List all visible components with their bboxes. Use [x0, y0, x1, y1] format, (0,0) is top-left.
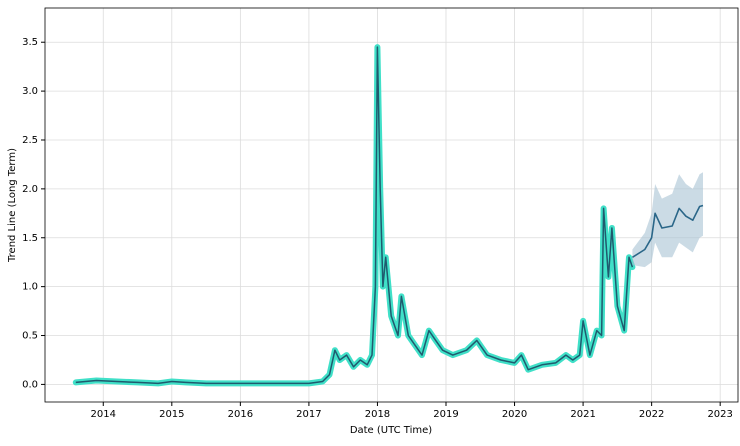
forecast-line: [631, 204, 704, 258]
history-glow: [72, 44, 636, 387]
x-tick-label: 2015: [159, 409, 184, 420]
history-line: [75, 46, 634, 385]
x-tick-label: 2020: [502, 409, 527, 420]
x-tick-label: 2018: [365, 409, 390, 420]
x-axis-label: Date (UTC Time): [350, 425, 432, 436]
x-tick-label: 2014: [91, 409, 116, 420]
plot-frame: [44, 7, 739, 403]
y-tick-label: 3.5: [22, 37, 38, 48]
y-axis-label: Trend Line (Long Term): [7, 148, 18, 263]
y-tick-label: 0.5: [22, 331, 38, 342]
x-tick-label: 2022: [639, 409, 664, 420]
y-tick-label: 1.0: [22, 282, 38, 293]
x-tick-label: 2021: [570, 409, 595, 420]
x-tick-label: 2019: [433, 409, 458, 420]
y-tick-label: 0.0: [22, 379, 38, 390]
y-tick-label: 2.0: [22, 184, 38, 195]
x-tick-label: 2017: [296, 409, 321, 420]
y-tick-label: 3.0: [22, 86, 38, 97]
y-tick-label: 1.5: [22, 233, 38, 244]
x-tick-label: 2023: [707, 409, 732, 420]
x-tick-label: 2016: [228, 409, 253, 420]
y-tick-label: 2.5: [22, 135, 38, 146]
forecast-band: [632, 172, 703, 268]
